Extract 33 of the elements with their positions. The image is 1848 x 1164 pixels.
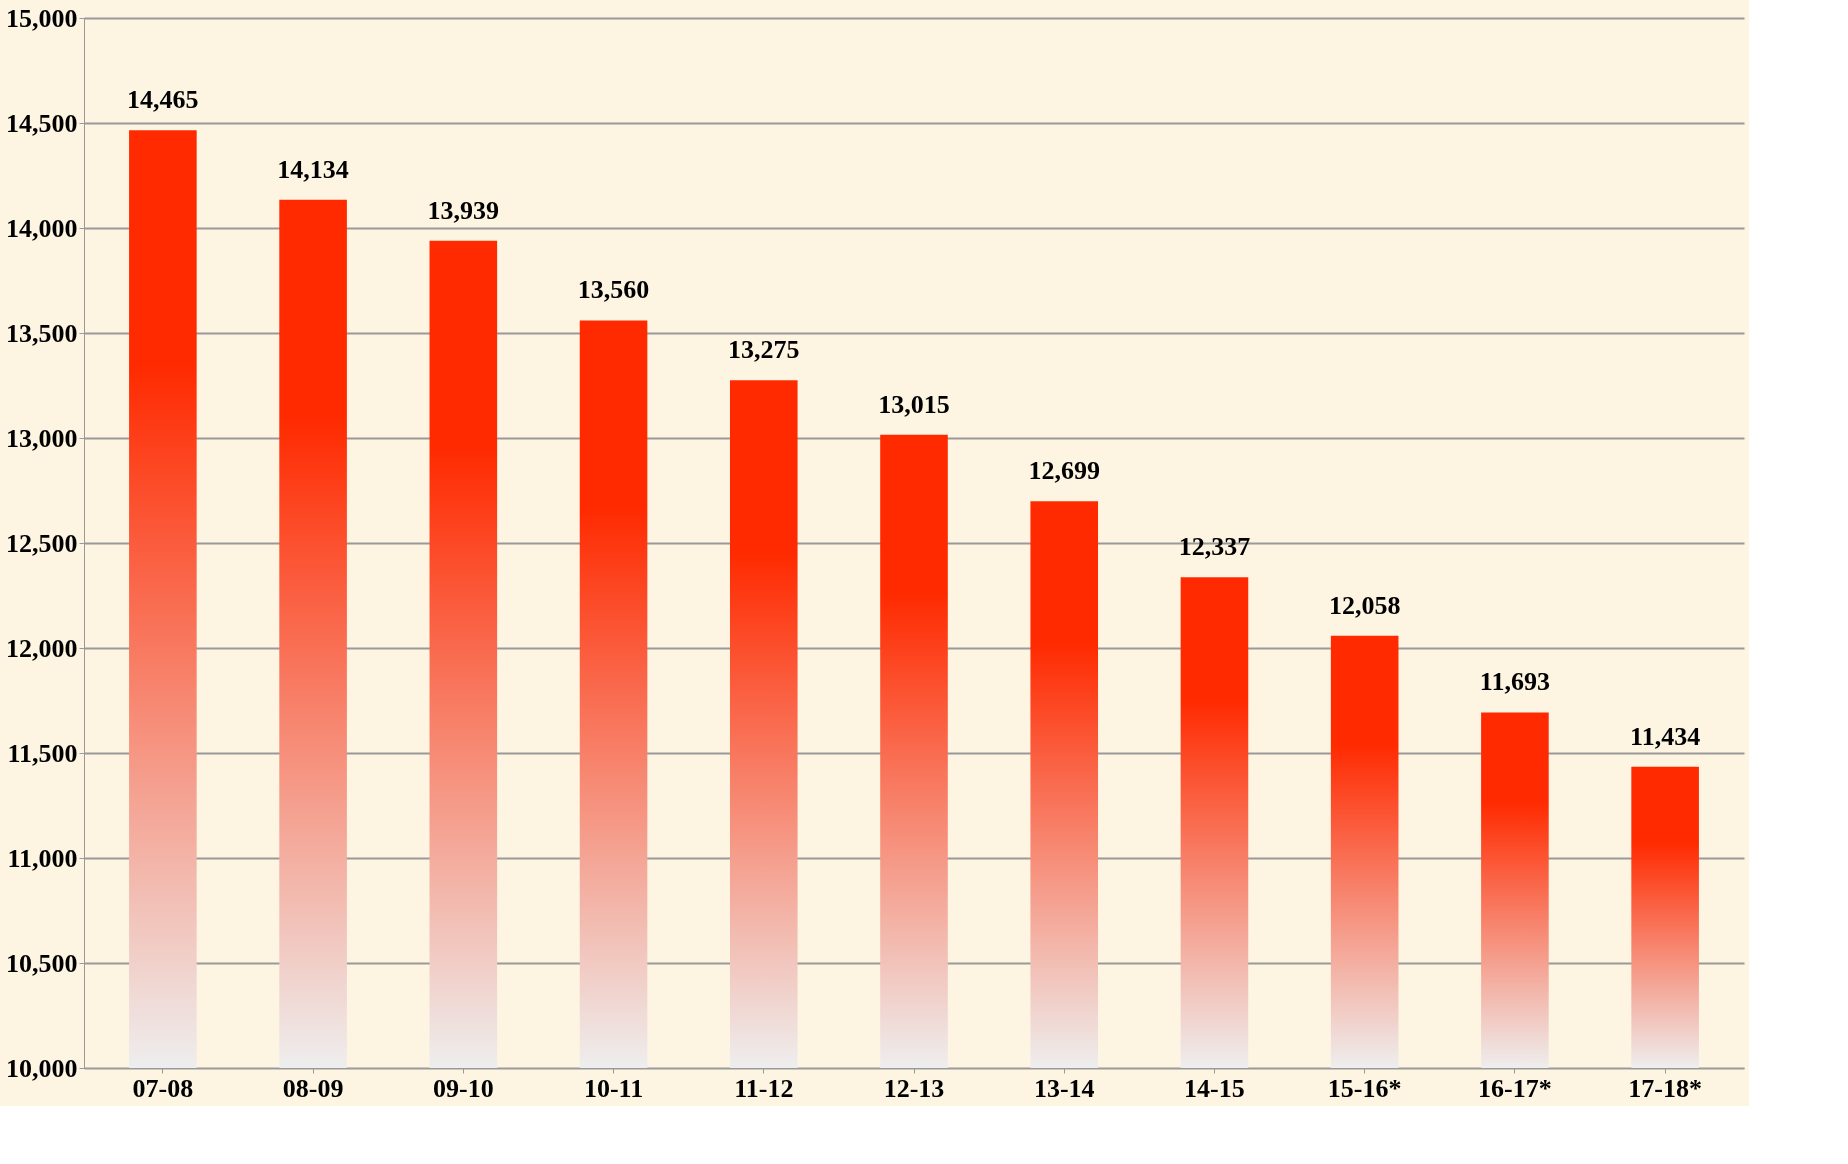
y-tick-label: 10,000	[6, 1053, 78, 1083]
y-tick-label: 12,000	[6, 633, 78, 663]
x-tick-label: 17-18*	[1628, 1073, 1702, 1103]
y-tick-label: 11,500	[7, 738, 78, 768]
y-tick-label: 10,500	[6, 948, 78, 978]
x-tick-label: 14-15	[1184, 1073, 1245, 1103]
x-tick-label: 10-11	[583, 1073, 644, 1103]
data-label: 13,560	[577, 275, 650, 305]
x-tick-label: 11-12	[734, 1073, 794, 1103]
data-label: 12,337	[1178, 532, 1251, 562]
x-tick-label: 08-09	[282, 1073, 344, 1103]
x-tick-label: 13-14	[1033, 1073, 1095, 1103]
data-label: 12,699	[1028, 456, 1100, 486]
x-tick-label: 12-13	[883, 1073, 945, 1103]
y-tick-label: 11,000	[7, 843, 78, 873]
y-tick-label: 13,000	[6, 423, 78, 453]
x-tick-label: 16-17*	[1478, 1073, 1552, 1103]
x-tick-label: 07-08	[132, 1073, 194, 1103]
y-tick-label: 15,000	[6, 3, 78, 33]
x-tick-label: 15-16*	[1327, 1073, 1402, 1103]
y-tick-label: 14,000	[6, 213, 78, 243]
data-label: 13,275	[728, 335, 800, 365]
data-label: 11,434	[1630, 721, 1701, 751]
y-tick-label: 12,500	[6, 528, 78, 558]
data-label: 11,693	[1479, 667, 1550, 697]
data-label: 13,015	[878, 389, 950, 419]
y-tick-label: 13,500	[6, 318, 78, 348]
data-label: 14,134	[277, 154, 349, 184]
y-tick-label: 14,500	[6, 108, 78, 138]
data-label: 13,939	[427, 195, 500, 225]
data-label: 14,465	[127, 85, 199, 115]
x-tick-label: 09-10	[432, 1073, 494, 1103]
data-label: 12,058	[1328, 590, 1401, 620]
